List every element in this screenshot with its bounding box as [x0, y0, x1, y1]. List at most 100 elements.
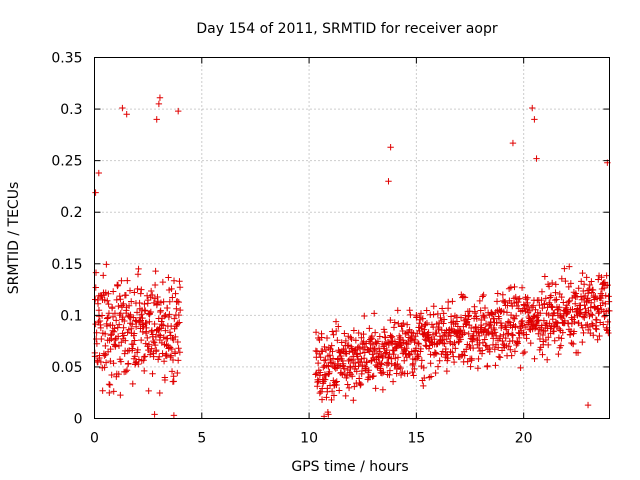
data-point	[102, 342, 109, 350]
data-point	[160, 322, 167, 329]
data-point	[108, 371, 115, 379]
data-point	[480, 313, 488, 320]
data-point	[318, 334, 325, 341]
data-point	[369, 351, 376, 358]
data-point	[329, 355, 337, 362]
data-point	[409, 368, 416, 376]
data-point	[109, 313, 117, 321]
data-point	[105, 310, 113, 317]
data-point	[547, 292, 555, 299]
data-point	[172, 290, 179, 297]
data-point	[141, 367, 148, 375]
data-point	[549, 316, 556, 323]
data-point	[538, 288, 546, 295]
data-point	[580, 281, 588, 288]
data-point	[141, 300, 148, 308]
data-point	[94, 300, 102, 307]
data-point	[132, 317, 139, 324]
data-point	[487, 318, 495, 326]
data-point	[461, 294, 469, 301]
data-point	[106, 381, 114, 389]
data-point	[174, 320, 182, 327]
data-point	[345, 357, 352, 365]
data-point	[312, 371, 319, 378]
data-point	[318, 396, 326, 403]
data-point	[119, 104, 126, 112]
data-point	[348, 335, 355, 343]
data-point	[176, 319, 183, 326]
data-point	[139, 314, 146, 322]
data-point	[465, 330, 472, 338]
data-point	[587, 311, 595, 318]
data-point	[503, 326, 510, 333]
data-point	[558, 293, 565, 301]
data-point	[385, 354, 392, 362]
data-point	[385, 178, 392, 185]
data-point	[412, 344, 420, 352]
data-point	[545, 341, 552, 349]
data-point	[125, 360, 132, 367]
data-point	[569, 306, 576, 313]
data-point	[123, 367, 131, 374]
data-point	[403, 340, 410, 347]
y-axis-label: SRMTID / TECUs	[6, 182, 22, 295]
data-point	[447, 313, 455, 320]
y-tick-label: 0.05	[51, 360, 82, 376]
data-point	[160, 298, 167, 305]
data-point	[378, 361, 385, 368]
data-point	[131, 353, 139, 360]
data-point	[115, 321, 123, 328]
data-point	[355, 329, 362, 337]
data-point	[495, 315, 503, 322]
data-point	[378, 370, 386, 377]
data-point	[153, 300, 161, 308]
data-point	[527, 339, 534, 347]
data-point	[92, 269, 100, 276]
data-point	[360, 355, 368, 362]
data-point	[129, 345, 136, 352]
data-point	[114, 324, 121, 331]
data-point	[571, 318, 578, 326]
data-point	[499, 337, 506, 345]
data-point	[579, 269, 586, 277]
data-point	[427, 360, 434, 367]
data-point	[338, 339, 345, 346]
data-point	[559, 329, 566, 336]
data-point	[450, 353, 457, 360]
data-point	[344, 381, 351, 388]
data-point	[156, 353, 163, 360]
data-point	[538, 296, 545, 304]
data-point	[317, 369, 324, 376]
y-tick-label: 0.15	[51, 257, 82, 273]
data-point	[107, 332, 115, 339]
data-point	[314, 359, 322, 367]
data-point	[125, 302, 133, 309]
data-point	[491, 329, 499, 336]
data-point	[174, 369, 181, 377]
data-point	[105, 300, 112, 308]
data-point	[325, 411, 332, 418]
data-point	[323, 394, 330, 401]
data-point	[513, 302, 521, 310]
data-point	[516, 330, 523, 337]
data-point	[495, 344, 502, 351]
data-point	[529, 104, 536, 112]
data-point	[601, 279, 609, 286]
data-point	[155, 326, 162, 334]
data-point	[423, 319, 431, 327]
data-point	[461, 329, 468, 336]
data-point	[391, 338, 399, 345]
data-point	[147, 308, 155, 316]
data-point	[437, 314, 444, 322]
data-point	[522, 296, 530, 303]
data-point	[512, 312, 520, 320]
data-point	[323, 334, 331, 342]
data-point	[397, 364, 404, 372]
data-point	[430, 311, 437, 318]
data-point	[357, 381, 364, 389]
data-point	[131, 330, 138, 337]
data-point	[122, 292, 130, 299]
data-point	[363, 358, 371, 366]
data-point	[163, 341, 170, 349]
data-point	[449, 349, 456, 356]
